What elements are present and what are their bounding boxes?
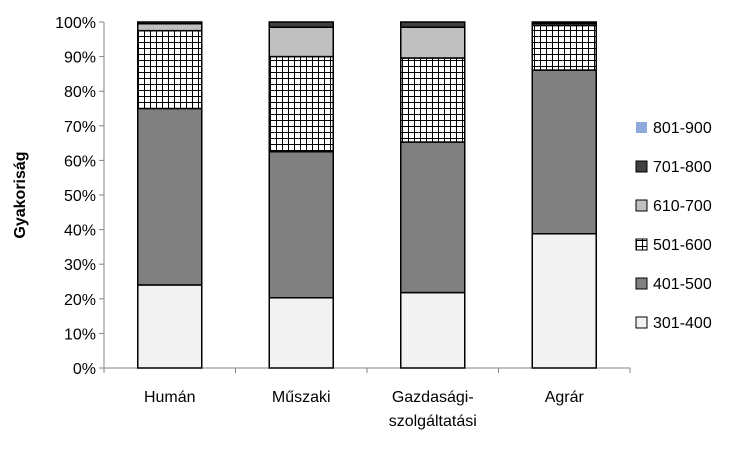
legend-swatch-501-600 — [635, 238, 648, 251]
bar-segment-301-400 — [137, 284, 203, 369]
bar-segment-501-600 — [268, 55, 334, 153]
legend-label-701-800: 701-800 — [653, 159, 712, 176]
y-tick-label: 70% — [64, 119, 96, 136]
legend-label-301-400: 301-400 — [653, 315, 712, 332]
bar-segment-301-400 — [531, 233, 597, 369]
y-tick-label: 30% — [64, 257, 96, 274]
legend-swatch-801-900 — [636, 122, 647, 133]
legend-swatch-610-700 — [635, 199, 648, 212]
legend-swatch-701-800 — [635, 160, 648, 173]
y-tick-label: 40% — [64, 223, 96, 240]
legend-label-501-600: 501-600 — [653, 237, 712, 254]
x-tick-label: szolgáltatási — [389, 413, 477, 430]
x-tick-label: Agrár — [545, 389, 585, 406]
legend-swatch-401-500 — [635, 277, 648, 290]
y-tick-label: 0% — [73, 361, 96, 378]
bar-segment-401-500 — [268, 151, 334, 299]
bar-segment-401-500 — [531, 69, 597, 235]
bar-segment-610-700 — [268, 26, 334, 58]
y-tick-label: 20% — [64, 292, 96, 309]
x-tick-labels: Humán Műszaki Gazdasági-szolgáltatási Agrár — [144, 389, 585, 430]
y-axis-label: Gyakoriság — [12, 151, 29, 238]
y-tick-label: 50% — [64, 188, 96, 205]
bars — [137, 21, 597, 369]
y-tick-labels: 0% 10% 20% 30% 40% 50% 60% 70% 80% 90% 100% — [55, 15, 96, 378]
bar-segment-701-800 — [268, 21, 334, 28]
legend-label-610-700: 610-700 — [653, 198, 712, 215]
bar-segment-610-700 — [400, 26, 466, 59]
bar-segment-301-400 — [268, 297, 334, 369]
bar-segment-401-500 — [400, 141, 466, 294]
y-tick-label: 60% — [64, 153, 96, 170]
legend-label-401-500: 401-500 — [653, 276, 712, 293]
bar-segment-701-800 — [400, 21, 466, 28]
x-tick-label: Humán — [144, 389, 196, 406]
bar-segment-610-700 — [137, 22, 203, 32]
bar-segment-301-400 — [400, 291, 466, 369]
x-tick-label: Gazdasági- — [392, 389, 474, 406]
y-tick-label: 80% — [64, 84, 96, 101]
y-tick-label: 90% — [64, 50, 96, 67]
bar-segment-501-600 — [400, 57, 466, 143]
legend-swatch-301-400 — [635, 316, 648, 329]
bar-segment-401-500 — [137, 107, 203, 286]
x-tick-label: Műszaki — [272, 389, 331, 406]
bar-segment-501-600 — [137, 29, 203, 110]
legend-label-801-900: 801-900 — [653, 120, 712, 137]
bar-segment-801-900 — [531, 21, 597, 24]
y-tick-label: 100% — [55, 15, 96, 32]
bar-segment-701-800 — [137, 21, 203, 25]
y-tick-label: 10% — [64, 326, 96, 343]
legend: 801-900 701-800 610-700 501-600 401-500 301-4… — [635, 120, 712, 332]
bar-segment-501-600 — [531, 24, 597, 71]
